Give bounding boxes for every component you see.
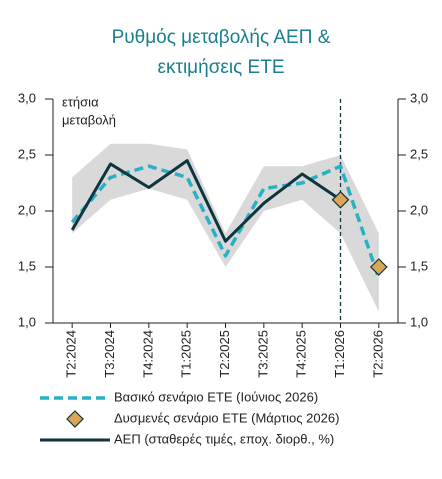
x-tick-label: T4:2025 (294, 330, 309, 378)
diamond-marker (331, 190, 350, 209)
y2-tick-label: 2,5 (410, 146, 428, 161)
diamond-marker (369, 258, 388, 276)
x-tick-label: T1:2026 (332, 330, 347, 378)
legend-label: Δυσμενές σενάριο ΕΤΕ (Μάρτιος 2026) (114, 410, 339, 425)
x-tick-label: T3:2025 (255, 330, 270, 378)
y-tick-label: 2,5 (18, 146, 36, 161)
y-tick-label: 1,5 (18, 258, 36, 273)
annotation: ετήσια (62, 94, 99, 109)
y2-tick-label: 2,0 (410, 202, 428, 217)
x-tick-label: T1:2025 (179, 330, 194, 378)
chart-title: εκτιμήσεις ΕΤΕ (157, 57, 284, 78)
x-tick-label: T2:2024 (64, 330, 79, 378)
x-tick-label: T2:2026 (370, 330, 385, 378)
series-line (70, 164, 381, 279)
y-tick-label: 3,0 (18, 90, 36, 105)
x-tick-label: T3:2024 (102, 330, 117, 378)
y2-tick-label: 1,5 (410, 258, 428, 273)
y-tick-label: 2,0 (18, 202, 36, 217)
y2-tick-label: 1,0 (410, 314, 428, 329)
x-tick-label: T4:2024 (140, 330, 155, 378)
legend-label: ΑΕΠ (σταθερές τιμές, εποχ. διορθ., %) (114, 431, 334, 446)
x-tick-label: T2:2025 (217, 330, 232, 378)
y-tick-label: 1,0 (18, 314, 36, 329)
series-line (70, 159, 342, 243)
legend-swatch (66, 410, 84, 428)
y2-tick-label: 3,0 (410, 90, 428, 105)
annotation: μεταβολή (62, 112, 116, 127)
chart-title: Ρυθμός μεταβολής ΑΕΠ & (112, 27, 331, 48)
legend-label: Βασικό σενάριο ΕΤΕ (Ιούνιος 2026) (114, 389, 318, 404)
